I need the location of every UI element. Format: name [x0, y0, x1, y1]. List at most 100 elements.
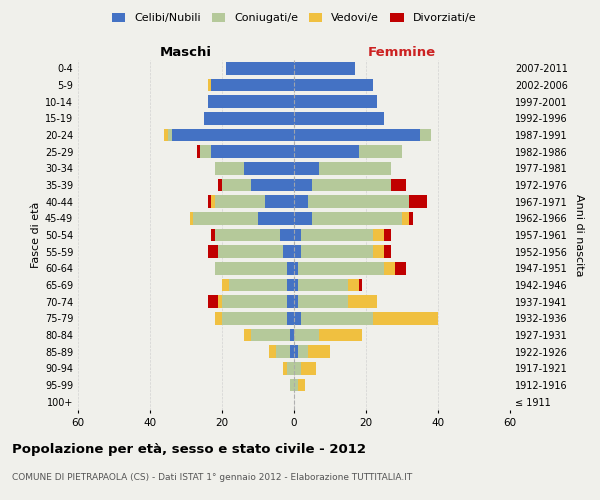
Bar	[359, 146, 402, 158]
Text: Popolazione per età, sesso e stato civile - 2012: Popolazione per età, sesso e stato civil…	[12, 442, 366, 456]
Bar	[218, 246, 283, 258]
Bar	[298, 379, 305, 391]
Bar	[215, 312, 222, 324]
Bar	[287, 312, 294, 324]
Bar	[229, 279, 287, 291]
Bar	[294, 296, 298, 308]
Bar	[215, 262, 287, 274]
Legend: Celibi/Nubili, Coniugati/e, Vedovi/e, Divorziati/e: Celibi/Nubili, Coniugati/e, Vedovi/e, Di…	[107, 8, 481, 28]
Bar	[208, 79, 211, 92]
Bar	[308, 346, 330, 358]
Bar	[359, 279, 362, 291]
Bar	[348, 279, 359, 291]
Bar	[211, 229, 215, 241]
Bar	[294, 246, 301, 258]
Bar	[294, 229, 301, 241]
Bar	[269, 346, 276, 358]
Bar	[294, 96, 377, 108]
Bar	[294, 146, 359, 158]
Bar	[197, 146, 200, 158]
Bar	[294, 179, 312, 192]
Bar	[294, 362, 301, 374]
Bar	[290, 329, 294, 341]
Bar	[294, 262, 298, 274]
Bar	[283, 362, 287, 374]
Bar	[244, 162, 294, 174]
Bar	[294, 212, 312, 224]
Bar	[290, 346, 294, 358]
Bar	[294, 329, 319, 341]
Bar	[287, 262, 294, 274]
Bar	[384, 229, 391, 241]
Bar	[294, 112, 384, 124]
Bar	[294, 346, 298, 358]
Bar	[251, 329, 290, 341]
Bar	[244, 329, 251, 341]
Text: COMUNE DI PIETRAPAOLA (CS) - Dati ISTAT 1° gennaio 2012 - Elaborazione TUTTITALI: COMUNE DI PIETRAPAOLA (CS) - Dati ISTAT …	[12, 472, 412, 482]
Bar	[298, 296, 348, 308]
Bar	[294, 129, 420, 141]
Bar	[420, 129, 431, 141]
Bar	[402, 212, 409, 224]
Text: Maschi: Maschi	[160, 46, 212, 59]
Y-axis label: Anni di nascita: Anni di nascita	[574, 194, 584, 276]
Bar	[193, 212, 258, 224]
Bar	[294, 379, 298, 391]
Bar	[190, 212, 193, 224]
Bar	[308, 196, 409, 208]
Bar	[226, 62, 294, 74]
Bar	[222, 312, 287, 324]
Bar	[319, 329, 362, 341]
Text: Femmine: Femmine	[368, 46, 436, 59]
Bar	[312, 179, 391, 192]
Bar	[276, 346, 290, 358]
Bar	[222, 279, 229, 291]
Bar	[395, 262, 406, 274]
Bar	[373, 312, 438, 324]
Bar	[373, 246, 384, 258]
Bar	[290, 379, 294, 391]
Bar	[208, 196, 211, 208]
Bar	[301, 229, 373, 241]
Bar	[211, 79, 294, 92]
Bar	[384, 246, 391, 258]
Bar	[294, 162, 319, 174]
Bar	[200, 146, 211, 158]
Bar	[312, 212, 402, 224]
Bar	[283, 246, 294, 258]
Bar	[294, 79, 373, 92]
Bar	[168, 129, 172, 141]
Bar	[164, 129, 168, 141]
Bar	[298, 262, 384, 274]
Bar	[409, 212, 413, 224]
Bar	[287, 296, 294, 308]
Bar	[218, 179, 222, 192]
Bar	[294, 62, 355, 74]
Bar	[251, 179, 294, 192]
Bar	[287, 362, 294, 374]
Bar	[211, 146, 294, 158]
Bar	[384, 262, 395, 274]
Bar	[222, 179, 251, 192]
Bar	[204, 112, 294, 124]
Y-axis label: Fasce di età: Fasce di età	[31, 202, 41, 268]
Bar	[298, 346, 308, 358]
Bar	[319, 162, 391, 174]
Bar	[391, 179, 406, 192]
Bar	[348, 296, 377, 308]
Bar	[287, 279, 294, 291]
Bar	[409, 196, 427, 208]
Bar	[208, 296, 218, 308]
Bar	[208, 96, 294, 108]
Bar	[301, 362, 316, 374]
Bar	[215, 229, 280, 241]
Bar	[280, 229, 294, 241]
Bar	[208, 246, 218, 258]
Bar	[373, 229, 384, 241]
Bar	[222, 296, 287, 308]
Bar	[258, 212, 294, 224]
Bar	[172, 129, 294, 141]
Bar	[211, 196, 215, 208]
Bar	[294, 279, 298, 291]
Bar	[215, 196, 265, 208]
